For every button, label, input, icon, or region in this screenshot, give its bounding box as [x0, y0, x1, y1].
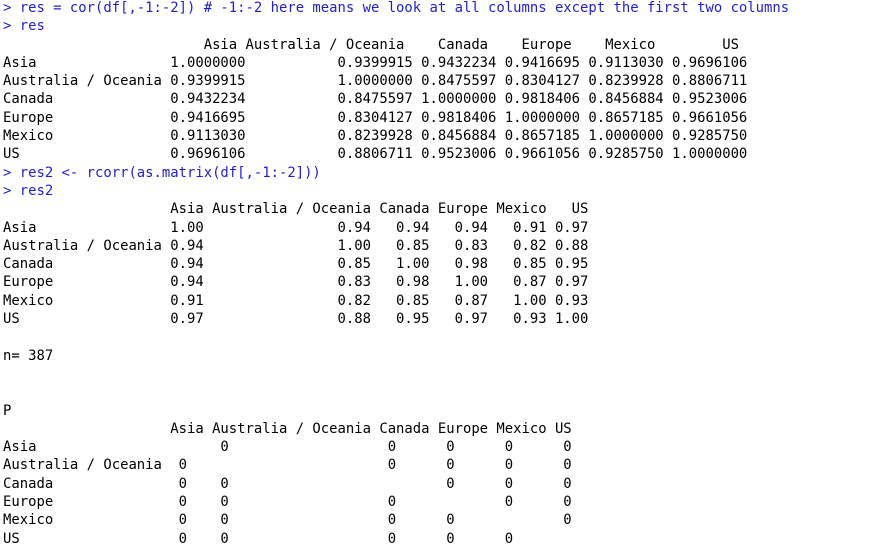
- rcorr-matrix-row: Canada 0.94 0.85 1.00 0.98 0.85 0.95: [3, 256, 589, 273]
- p-matrix-row: Mexico 0 0 0 0 0: [3, 512, 572, 529]
- blank-line: [3, 383, 871, 401]
- rcorr-matrix-row: US 0.97 0.88 0.95 0.97 0.93 1.00: [3, 311, 589, 328]
- p-value-heading: P: [3, 402, 12, 419]
- cor-matrix-row: Australia / Oceania 0.9399915 1.0000000 …: [3, 73, 748, 90]
- rcorr-matrix-header-row: Asia Australia / Oceania Canada Europe M…: [3, 201, 589, 218]
- p-matrix-row: US 0 0 0 0 0: [3, 530, 514, 547]
- sample-size-line: n= 387: [3, 347, 54, 364]
- blank-line: [3, 328, 871, 346]
- cor-matrix-row: US 0.9696106 0.8806711 0.9523006 0.96610…: [3, 146, 748, 163]
- console-command-line: > res = cor(df[,-1:-2]) # -1:-2 here mea…: [3, 0, 790, 16]
- p-matrix-row: Canada 0 0 0 0 0: [3, 475, 572, 492]
- console-command-line: > res2: [3, 182, 54, 199]
- rcorr-matrix-row: Europe 0.94 0.83 0.98 1.00 0.87 0.97: [3, 274, 589, 291]
- console-command-line: > res: [3, 18, 45, 35]
- cor-matrix-row: Europe 0.9416695 0.8304127 0.9818406 1.0…: [3, 109, 748, 126]
- p-matrix-row: Australia / Oceania 0 0 0 0 0: [3, 457, 572, 474]
- cor-matrix-row: Mexico 0.9113030 0.8239928 0.8456884 0.8…: [3, 128, 748, 145]
- p-matrix-row: Europe 0 0 0 0 0: [3, 494, 572, 511]
- cor-matrix-header-row: Asia Australia / Oceania Canada Europe M…: [3, 36, 739, 53]
- p-matrix-header-row: Asia Australia / Oceania Canada Europe M…: [3, 420, 572, 437]
- rcorr-matrix-row: Mexico 0.91 0.82 0.85 0.87 1.00 0.93: [3, 292, 589, 309]
- cor-matrix-row: Canada 0.9432234 0.8475597 1.0000000 0.9…: [3, 91, 748, 108]
- rcorr-matrix-row: Australia / Oceania 0.94 1.00 0.85 0.83 …: [3, 237, 589, 254]
- blank-line: [3, 365, 871, 383]
- r-console-output[interactable]: > res = cor(df[,-1:-2]) # -1:-2 here mea…: [3, 0, 871, 553]
- console-prompt-line[interactable]: >: [3, 548, 871, 553]
- p-matrix-row: Asia 0 0 0 0 0: [3, 439, 572, 456]
- console-command-line: > res2 <- rcorr(as.matrix(df[,-1:-2])): [3, 164, 321, 181]
- rcorr-matrix-row: Asia 1.00 0.94 0.94 0.94 0.91 0.97: [3, 219, 589, 236]
- cor-matrix-row: Asia 1.0000000 0.9399915 0.9432234 0.941…: [3, 54, 748, 71]
